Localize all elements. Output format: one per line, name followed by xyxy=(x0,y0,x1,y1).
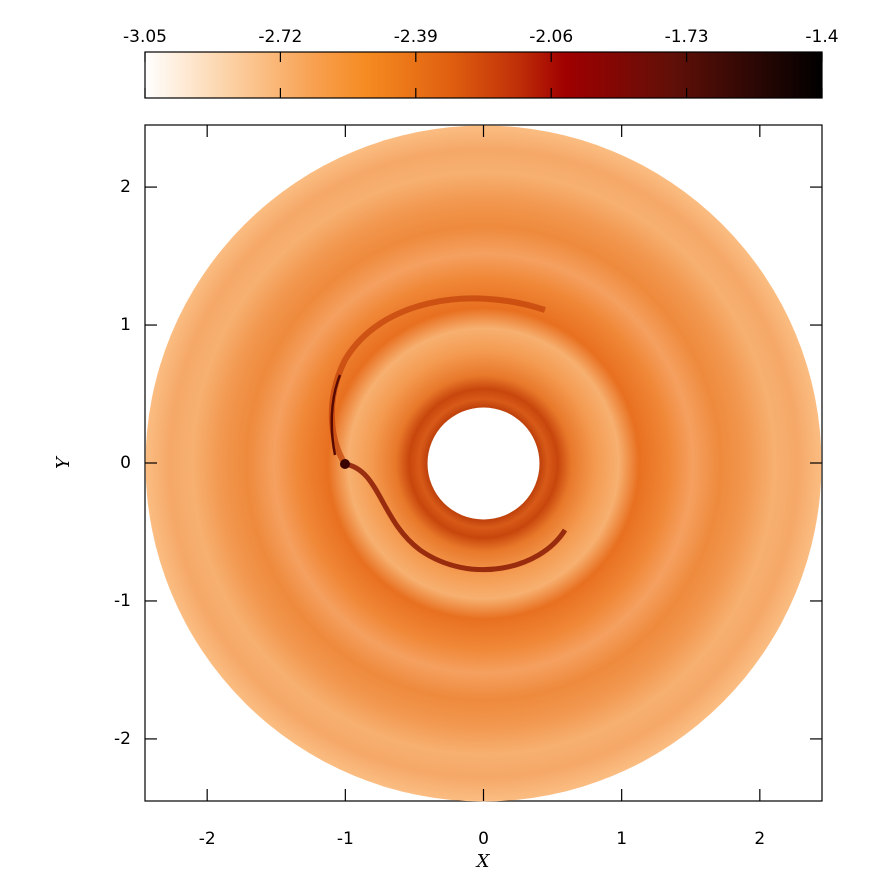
x-axis-label: X xyxy=(475,851,491,872)
colorbar-tick-label: -3.05 xyxy=(123,27,167,47)
colorbar-tick-label: -1.73 xyxy=(665,27,709,47)
y-tick-label: -1 xyxy=(114,591,131,611)
planet xyxy=(340,459,350,469)
spiral-arm xyxy=(330,374,342,456)
colorbar-tick-label: -2.06 xyxy=(529,27,573,47)
x-tick-label: 2 xyxy=(754,829,765,849)
plot-area xyxy=(144,124,823,802)
spiral-arm xyxy=(344,461,568,573)
x-tick-label: 0 xyxy=(478,829,489,849)
colorbar-tick-label: -2.39 xyxy=(394,27,438,47)
colorbar-tick-label: -1.4 xyxy=(805,27,838,47)
y-tick-label: -2 xyxy=(114,729,131,749)
colorbar xyxy=(144,51,823,99)
inner-hole xyxy=(427,407,540,520)
y-tick-label: 1 xyxy=(120,315,131,335)
y-tick-label: 0 xyxy=(120,453,131,473)
x-tick-label: 1 xyxy=(616,829,627,849)
y-axis-label: Y xyxy=(53,455,74,469)
x-tick-label: -1 xyxy=(337,829,354,849)
colorbar-tick-label: -2.72 xyxy=(258,27,302,47)
y-tick-label: 2 xyxy=(120,177,131,197)
x-tick-label: -2 xyxy=(199,829,216,849)
